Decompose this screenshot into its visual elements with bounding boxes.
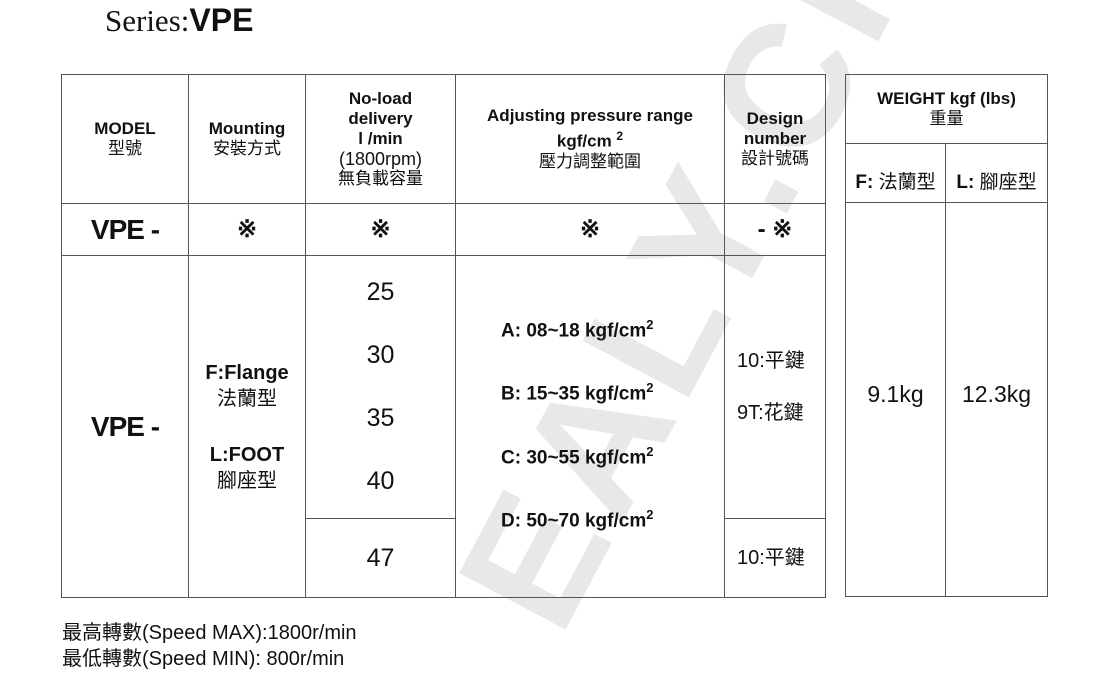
header-row: MODEL 型號 Mounting 安裝方式 No-load delivery l /m…: [61, 74, 826, 204]
body-row-last: 47 10:平鍵: [62, 518, 826, 598]
body-delivery: 25 30 35 40: [305, 255, 456, 519]
speed-notes: 最高轉數(Speed MAX):1800r/min 最低轉數(Speed MIN…: [62, 620, 357, 672]
body-pressure: A: 08~18 kgf/cm2 B: 15~35 kgf/cm2 C: 30~…: [455, 255, 725, 598]
body-mounting: F:Flange 法蘭型 L:FOOT 腳座型: [188, 255, 306, 598]
code-delivery: ※: [305, 203, 456, 256]
speed-max: 最高轉數(Speed MAX):1800r/min: [62, 622, 357, 644]
title-prefix: Series:: [105, 3, 190, 38]
weight-col-foot: L: 腳座型: [944, 143, 1049, 203]
weight-col-flange: F: 法蘭型: [845, 143, 946, 203]
series-name: VPE: [189, 2, 254, 38]
body-row: VPE - F:Flange 法蘭型 L:FOOT 腳座型 25 30 35 40 …: [61, 255, 826, 598]
header-mounting: Mounting 安裝方式: [188, 74, 306, 204]
code-model: VPE -: [61, 203, 189, 256]
weight-header: WEIGHT kgf (lbs) 重量: [844, 74, 1049, 144]
body-design: 10:平鍵 9T:花鍵: [724, 255, 826, 519]
body-model: VPE -: [61, 255, 189, 598]
pressure-option: A: 08~18 kgf/cm2: [501, 317, 654, 342]
pressure-option: D: 50~70 kgf/cm2: [501, 506, 654, 532]
delivery-value: 25: [366, 278, 395, 306]
speed-min: 最低轉數(Speed MIN): 800r/min: [62, 648, 345, 670]
code-design: - ※: [724, 203, 826, 256]
delivery-value-last: 47: [305, 518, 456, 598]
pressure-option: C: 30~55 kgf/cm2: [501, 443, 654, 468]
code-pressure: ※: [455, 203, 725, 256]
delivery-value: 35: [366, 404, 395, 432]
header-design: Design number 設計號碼: [724, 74, 826, 204]
code-mounting: ※: [188, 203, 306, 256]
delivery-value: 40: [366, 467, 395, 495]
weight-table: WEIGHT kgf (lbs) 重量 F: 法蘭型 L: 腳座型 9.1kg 1…: [844, 74, 1049, 597]
header-delivery: No-load delivery l /min (1800rpm) 無負載容量: [305, 74, 456, 204]
model-code-table: MODEL 型號 Mounting 安裝方式 No-load delivery l /m…: [61, 74, 826, 598]
pressure-option: B: 15~35 kgf/cm2: [501, 380, 654, 405]
page-title: Series:VPE: [105, 2, 253, 39]
weight-foot: 12.3kg: [944, 202, 1049, 597]
delivery-value: 30: [366, 341, 395, 369]
code-row: VPE - ※ ※ ※ - ※: [61, 203, 826, 256]
design-value-last: 10:平鍵: [724, 518, 826, 598]
header-pressure: Adjusting pressure range kgf/cm 2 壓力調整範圍: [455, 74, 725, 204]
header-model: MODEL 型號: [61, 74, 189, 204]
weight-flange: 9.1kg: [845, 202, 946, 597]
